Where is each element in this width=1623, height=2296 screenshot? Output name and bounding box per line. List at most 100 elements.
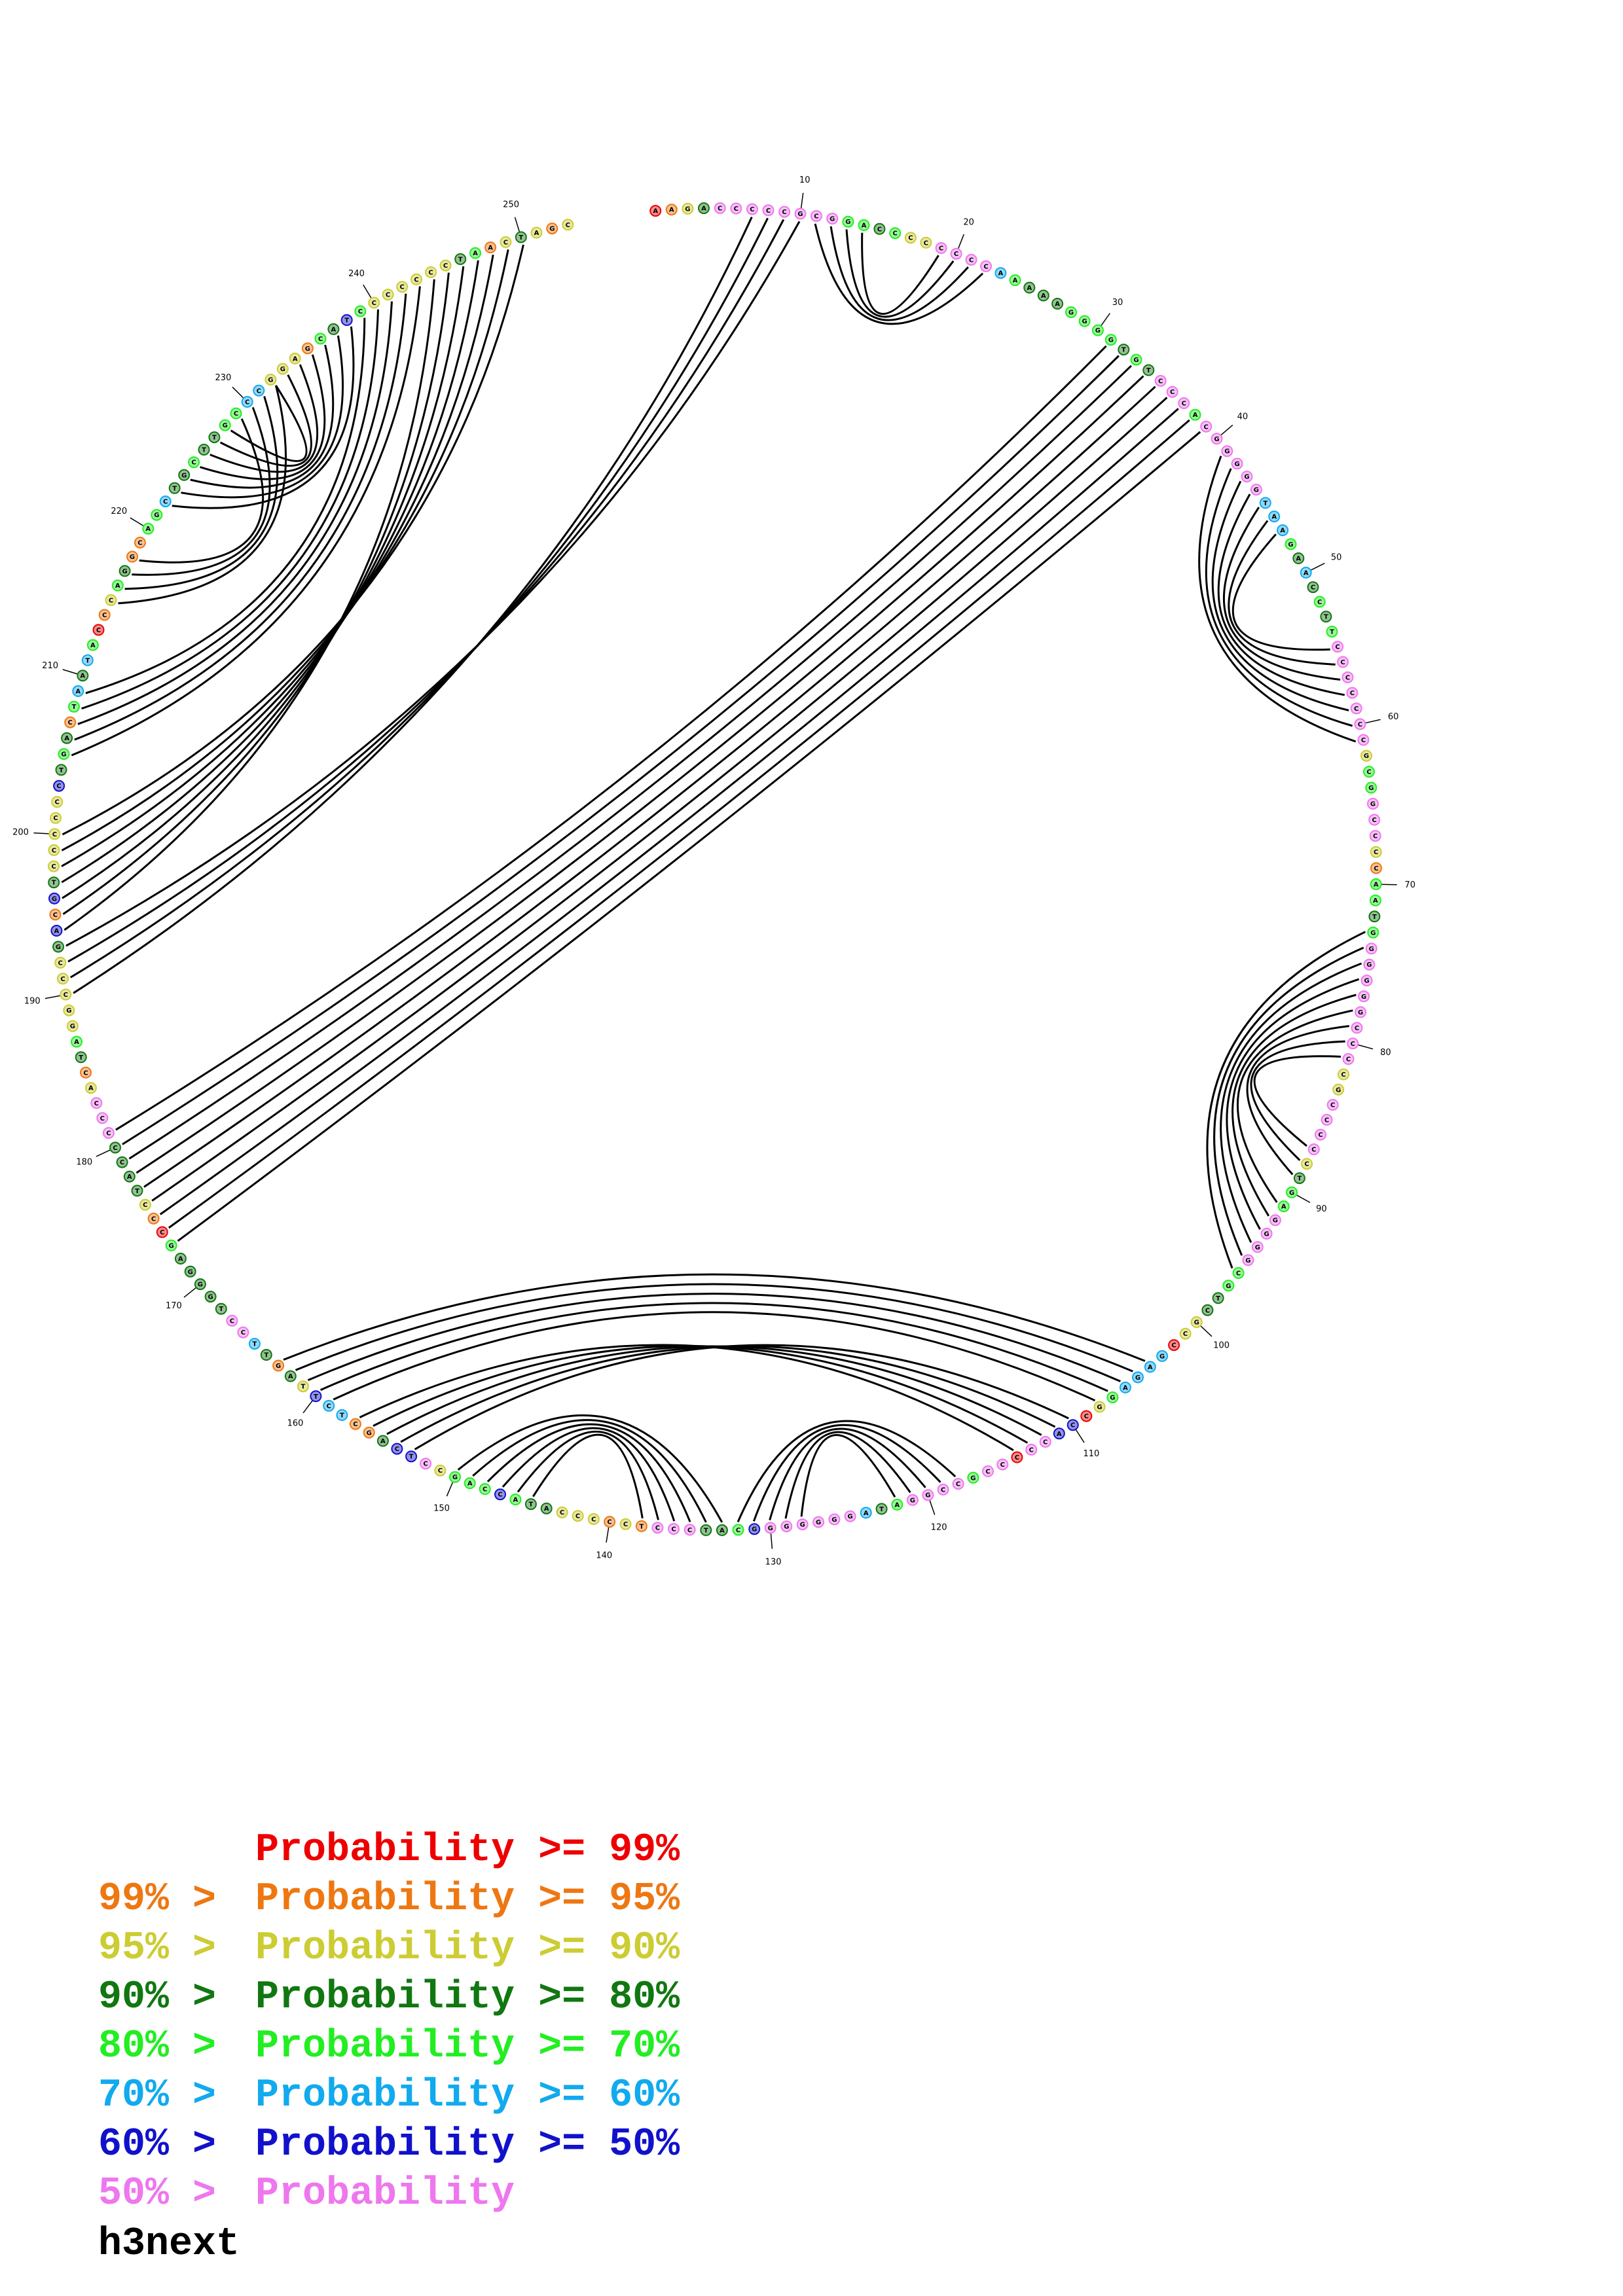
nucleotide: T [1320,611,1332,623]
nucleotide-circle [479,1483,491,1495]
nucleotide-circle [1346,687,1359,699]
nucleotide-letter: T [264,1352,268,1359]
nucleotide-letter: C [623,1521,628,1528]
base-pair-arc [784,1431,911,1519]
base-pair-arc [307,1293,1121,1382]
base-pair-arc [210,364,319,473]
nucleotide: C [668,1523,680,1535]
nucleotide: G [1078,315,1091,327]
nucleotide: T [215,1302,227,1315]
nucleotide: C [134,537,146,548]
nucleotide-circle [1285,538,1297,550]
nucleotide-letter: C [443,262,448,270]
nucleotide: G [906,1494,919,1506]
nucleotide-circle [730,202,742,215]
position-tick [130,517,144,527]
nucleotide: C [746,203,758,215]
nucleotide: C [48,844,60,856]
nucleotide: G [151,509,163,521]
nucleotide-letter: C [1170,389,1175,396]
nucleotide-circle [844,1510,856,1522]
nucleotide: G [1130,353,1142,366]
nucleotide: A [469,247,481,259]
nucleotide-letter: G [168,1242,173,1249]
nucleotide-circle [904,232,917,244]
nucleotide-circle [1189,408,1201,421]
nucleotide: A [1300,566,1312,579]
nucleotide-letter: C [68,719,73,726]
nucleotide: G [1104,334,1117,346]
nucleotide: C [420,1458,432,1470]
position-tick [96,1149,111,1157]
nucleotide-letter: G [1364,978,1369,985]
base-pair-arc [61,249,509,852]
nucleotide-circle [1201,1304,1214,1316]
nucleotide-letter: T [252,1341,257,1348]
nucleotide-letter: A [1057,1431,1062,1438]
nucleotide-letter: C [1182,401,1186,408]
nucleotide-letter: C [939,245,943,253]
nucleotide-circle [1067,1419,1079,1431]
nucleotide: G [922,1489,934,1501]
nucleotide: A [1277,1200,1290,1213]
nucleotide-letter: G [1273,1217,1278,1225]
nucleotide-letter: C [53,912,58,919]
nucleotide-letter: T [314,1393,318,1401]
nucleotide: G [1242,1254,1254,1266]
position-label: 230 [215,373,231,383]
nucleotide-circle [716,1524,728,1536]
nucleotide-circle [90,1097,103,1109]
nucleotide-circle [572,1510,584,1522]
nucleotide-letter: C [1354,706,1359,713]
nucleotide: C [1025,1443,1038,1456]
base-pair-arc [132,406,271,576]
nucleotide-circle [310,1390,322,1403]
nucleotide: C [778,206,791,218]
nucleotide-circle [812,1516,825,1528]
nucleotide-circle [391,1443,403,1455]
nucleotide: A [327,323,340,335]
nucleotide: A [1370,878,1382,890]
base-pair-arc [62,272,450,915]
nucleotide-letter: C [1351,1041,1355,1048]
position-label: 210 [42,661,58,671]
nucleotide-letter: T [704,1527,708,1534]
nucleotide-letter: C [607,1519,611,1526]
nucleotide-letter: C [96,627,101,634]
position-tick [232,386,244,399]
nucleotide-letter: T [1146,367,1151,374]
position-ticks: 10 20 30 40 50 60 70 80 90 100 110 120 130 140 150 160 1… [12,175,1415,1567]
nucleotide-letter: C [1183,1331,1188,1338]
base-pair-arc [1231,994,1357,1217]
nucleotide: C [1332,641,1344,653]
nucleotide: A [123,1170,136,1183]
nucleotide-circle [810,210,822,222]
position-label: 70 [1404,880,1415,890]
nucleotide-circle [1370,846,1382,858]
nucleotide-letter: T [59,767,64,774]
position-tick [446,1481,454,1497]
base-pair-arc [830,226,969,321]
nucleotide: T [55,764,67,776]
nucleotide-letter: C [1335,644,1340,651]
nucleotide: C [1179,1327,1192,1340]
nucleotide-letter: C [1318,1132,1322,1139]
nucleotide: C [102,1127,115,1139]
nucleotide: C [935,242,947,254]
nucleotide-circle [1363,766,1375,778]
position-tick [929,1499,936,1515]
nucleotide: A [860,1507,872,1519]
nucleotide-circle [449,1471,461,1483]
nucleotide-circle [524,1498,537,1511]
nucleotide: T [68,700,80,713]
nucleotide-letter: C [498,1492,502,1499]
base-pair-arc [845,229,955,318]
base-pair-arc [1213,946,1364,1256]
nucleotide-circle [1241,471,1253,483]
nucleotide: G [204,1291,217,1303]
nucleotide-letter: G [1095,327,1101,334]
nucleotide: T [405,1450,418,1463]
nucleotide-letter: C [985,1468,990,1475]
position-label: 130 [765,1557,782,1567]
nucleotide-circle [297,1380,309,1393]
